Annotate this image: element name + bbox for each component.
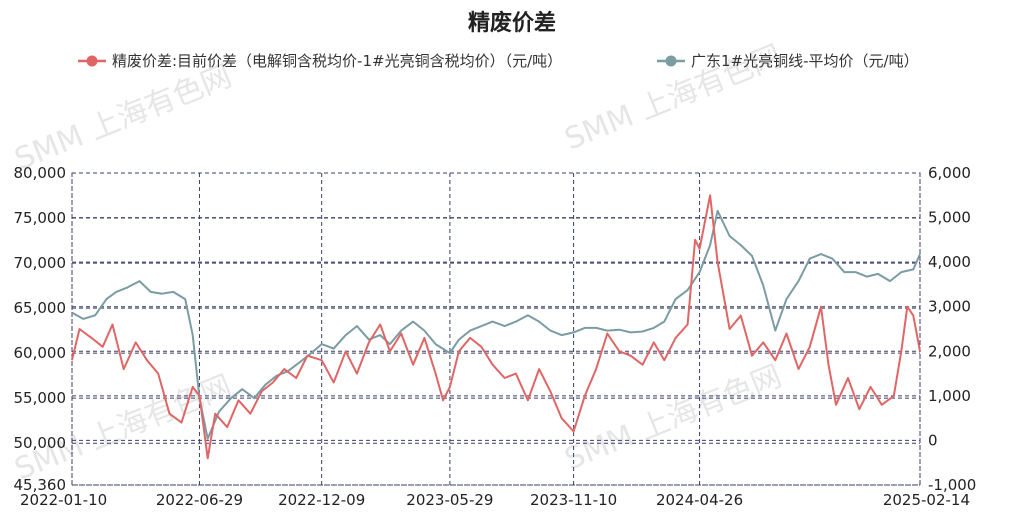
right-tick-label: 4,000 bbox=[928, 253, 971, 271]
left-tick-label: 70,000 bbox=[14, 254, 67, 272]
left-tick-label: 75,000 bbox=[14, 209, 67, 227]
legend[interactable]: 精废价差:目前价差（电解铜含税均价-1#光亮铜含税均价）（元/吨） 广东1#光亮… bbox=[78, 52, 919, 70]
legend-label-copper-wire: 广东1#光亮铜线-平均价（元/吨） bbox=[691, 52, 919, 70]
right-tick-label: 1,000 bbox=[928, 387, 971, 405]
left-tick-label: 65,000 bbox=[14, 299, 67, 317]
right-axis-ticks: 6,000 5,000 4,000 3,000 2,000 1,000 0 -1,000 bbox=[928, 164, 976, 494]
x-tick-label: 2023-05-29 bbox=[406, 491, 493, 509]
left-axis-ticks: 80,000 75,000 70,000 65,000 60,000 55,000 50,0… bbox=[14, 164, 67, 494]
x-tick-label: 2023-11-10 bbox=[530, 491, 617, 509]
x-tick-label: 2022-06-29 bbox=[156, 491, 243, 509]
right-tick-label: 2,000 bbox=[928, 342, 971, 360]
left-tick-label: 50,000 bbox=[14, 434, 67, 452]
legend-label-spread: 精废价差:目前价差（电解铜含税均价-1#光亮铜含税均价）（元/吨） bbox=[112, 52, 562, 70]
x-tick-label: 2022-12-09 bbox=[278, 491, 365, 509]
series-lines bbox=[71, 194, 921, 460]
grid bbox=[71, 172, 921, 486]
watermark-0: SMM 上海有色网 bbox=[10, 59, 237, 178]
left-tick-label: 45,360 bbox=[14, 476, 67, 494]
x-axis-ticks: 2022-01-10 2022-06-29 2022-12-09 2023-05-29… bbox=[20, 491, 970, 509]
left-tick-label: 55,000 bbox=[14, 389, 67, 407]
legend-marker-spread-dot bbox=[86, 55, 98, 67]
legend-marker-wire-dot bbox=[665, 55, 677, 67]
x-tick-label: 2022-01-10 bbox=[20, 491, 107, 509]
left-tick-label: 80,000 bbox=[14, 164, 67, 182]
right-tick-label: 3,000 bbox=[928, 298, 971, 316]
watermark-2: SMM 上海有色网 bbox=[10, 369, 237, 488]
right-tick-label: 0 bbox=[928, 431, 938, 449]
legend-item-spread[interactable]: 精废价差:目前价差（电解铜含税均价-1#光亮铜含税均价）（元/吨） bbox=[78, 52, 562, 70]
right-tick-label: 5,000 bbox=[928, 209, 971, 227]
left-tick-label: 60,000 bbox=[14, 344, 67, 362]
x-tick-label: 2024-04-26 bbox=[656, 491, 743, 509]
legend-item-copper-wire[interactable]: 广东1#光亮铜线-平均价（元/吨） bbox=[657, 52, 919, 70]
right-tick-label: -1,000 bbox=[928, 476, 976, 494]
right-tick-label: 6,000 bbox=[928, 164, 971, 182]
chart-title: 精废价差 bbox=[468, 10, 556, 36]
series-line-spread bbox=[71, 194, 921, 460]
series-line-copper-wire bbox=[71, 209, 921, 440]
x-tick-label: 2025-02-14 bbox=[883, 491, 970, 509]
